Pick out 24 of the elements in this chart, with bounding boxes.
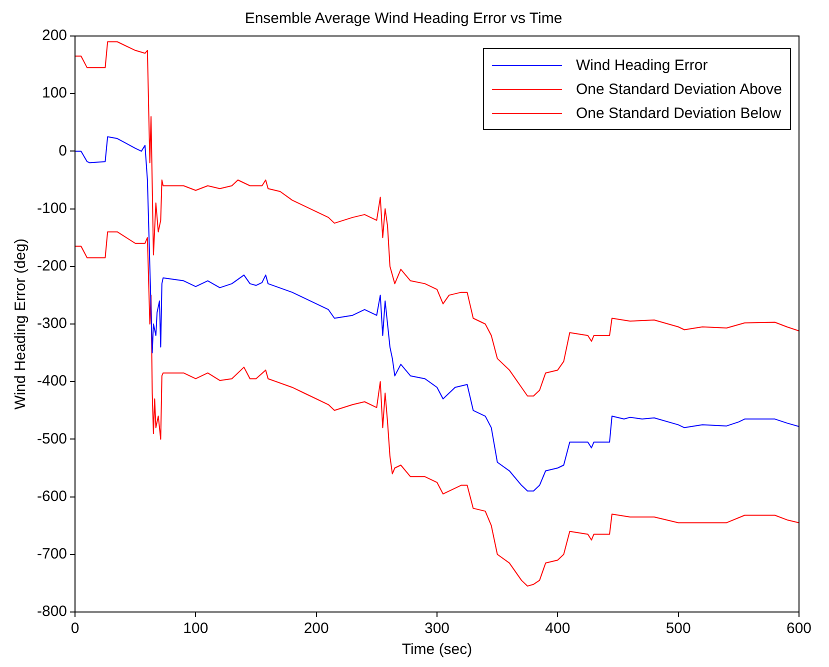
y-tick-label: -100 [36, 200, 68, 217]
y-tick-label: -300 [36, 315, 68, 332]
y-tick-label: -500 [36, 430, 68, 448]
y-tick-label: 100 [42, 84, 68, 102]
legend-label: Wind Heading Error [576, 56, 708, 74]
legend-label: One Standard Deviation Above [576, 80, 782, 98]
x-tick-label: 0 [70, 620, 80, 638]
y-tick-label: -700 [36, 546, 68, 563]
x-axis-title: Time (sec) [402, 641, 472, 658]
y-axis-title: Wind Heading Error (deg) [12, 238, 30, 410]
y-tick-label: -600 [36, 488, 68, 505]
x-tick-label: 400 [545, 620, 570, 638]
x-tick-label: 200 [304, 620, 329, 638]
y-tick-label: -800 [36, 603, 68, 620]
y-tick-label: 200 [42, 27, 68, 44]
legend-label: One Standard Deviation Below [576, 104, 782, 122]
y-tick-label: -200 [36, 258, 68, 275]
chart-title: Ensemble Average Wind Heading Error vs Time [244, 10, 562, 28]
x-tick-label: 100 [183, 620, 208, 638]
y-tick-label: -400 [36, 372, 68, 390]
x-tick-label: 500 [666, 620, 691, 638]
y-tick-label: 0 [58, 142, 68, 160]
x-tick-label: 600 [786, 620, 812, 638]
x-tick-label: 300 [424, 620, 450, 638]
